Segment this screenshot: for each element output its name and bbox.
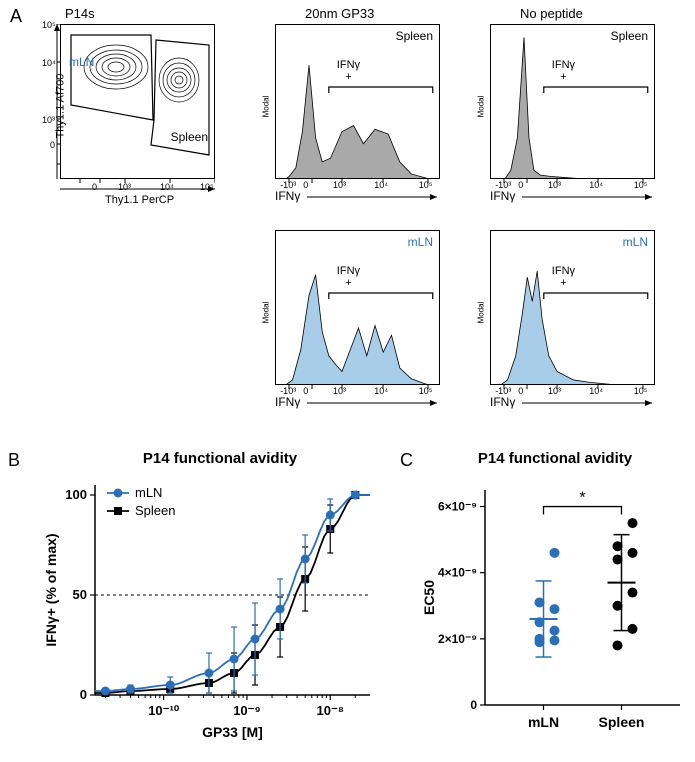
contour-yarrow xyxy=(52,24,62,179)
svg-text:4×10⁻⁹: 4×10⁻⁹ xyxy=(438,566,477,580)
svg-text:*: * xyxy=(579,490,585,507)
contour-plot: mLN Spleen xyxy=(60,24,215,179)
contour-xtick-2: 10³ xyxy=(118,182,131,192)
hist-xtick: 0 xyxy=(303,386,308,396)
svg-text:10⁻⁸: 10⁻⁸ xyxy=(317,703,344,718)
histogram: IFNγ+ Spleen xyxy=(490,24,655,179)
hist-xlabel: IFNγ xyxy=(490,395,515,409)
panel-b-label: B xyxy=(8,450,20,471)
svg-text:Spleen: Spleen xyxy=(135,503,175,518)
histogram: IFNγ+ Spleen xyxy=(275,24,440,179)
panel-a-label: A xyxy=(10,6,22,27)
contour-title: P14s xyxy=(65,6,95,21)
gate-label: IFNγ+ xyxy=(552,59,575,83)
hist-col-title: No peptide xyxy=(520,6,583,21)
contour-xlabel: Thy1.1 PerCP xyxy=(105,194,174,206)
mln-label: mLN xyxy=(69,55,94,69)
gate-label: IFNγ+ xyxy=(552,265,575,289)
hist-xtick: 0 xyxy=(518,386,523,396)
contour-xtick-3: 10⁴ xyxy=(160,182,174,192)
hist-xlabel: IFNγ xyxy=(490,189,515,203)
gate-label: IFNγ+ xyxy=(337,265,360,289)
histogram: IFNγ+ mLN xyxy=(490,230,655,385)
panel-c-label: C xyxy=(400,450,413,471)
hist-cell-label: mLN xyxy=(408,235,433,249)
svg-text:2×10⁻⁹: 2×10⁻⁹ xyxy=(438,632,477,646)
panel-b-chart: 0 50 100 10⁻¹⁰ 10⁻⁹ 10⁻⁸ GP33 [M] IFNγ+ (% of m… xyxy=(40,475,380,745)
hist-cell-label: mLN xyxy=(623,235,648,249)
hist-ylabel: Modal xyxy=(261,95,270,117)
panel-c-title: P14 functional avidity xyxy=(430,450,680,467)
hist-cell-label: Spleen xyxy=(396,29,433,43)
svg-text:10⁻¹⁰: 10⁻¹⁰ xyxy=(148,703,180,718)
hist-xtick: 0 xyxy=(303,180,308,190)
svg-text:Spleen: Spleen xyxy=(599,714,645,730)
panel-b-title: P14 functional avidity xyxy=(80,450,360,467)
contour-xtick-4: 10⁵ xyxy=(200,182,214,192)
histogram: IFNγ+ mLN xyxy=(275,230,440,385)
svg-text:100: 100 xyxy=(65,487,87,502)
hist-cell-label: Spleen xyxy=(611,29,648,43)
hist-ylabel: Modal xyxy=(476,95,485,117)
hist-ylabel: Modal xyxy=(261,301,270,323)
svg-text:10⁻⁹: 10⁻⁹ xyxy=(233,703,261,718)
contour-xticks xyxy=(60,179,215,193)
hist-xtick: 0 xyxy=(518,180,523,190)
svg-text:GP33 [M]: GP33 [M] xyxy=(202,724,263,740)
svg-text:50: 50 xyxy=(73,587,87,602)
svg-text:0: 0 xyxy=(80,687,87,702)
hist-xlabel: IFNγ xyxy=(275,189,300,203)
svg-text:mLN: mLN xyxy=(528,714,559,730)
panel-c-chart: 0 2×10⁻⁹ 4×10⁻⁹ 6×10⁻⁹ EC50 mLN Spleen * xyxy=(420,475,690,745)
svg-text:EC50: EC50 xyxy=(421,580,437,615)
hist-col-title: 20nm GP33 xyxy=(305,6,374,21)
hist-xlabel: IFNγ xyxy=(275,395,300,409)
svg-text:IFNγ+ (% of max): IFNγ+ (% of max) xyxy=(43,533,59,646)
svg-text:mLN: mLN xyxy=(135,485,162,500)
gate-label: IFNγ+ xyxy=(337,59,360,83)
contour-xtick-1: 0 xyxy=(92,182,97,192)
spleen-label: Spleen xyxy=(171,130,208,144)
svg-text:6×10⁻⁹: 6×10⁻⁹ xyxy=(438,500,477,514)
hist-ylabel: Modal xyxy=(476,301,485,323)
svg-text:0: 0 xyxy=(470,698,477,712)
